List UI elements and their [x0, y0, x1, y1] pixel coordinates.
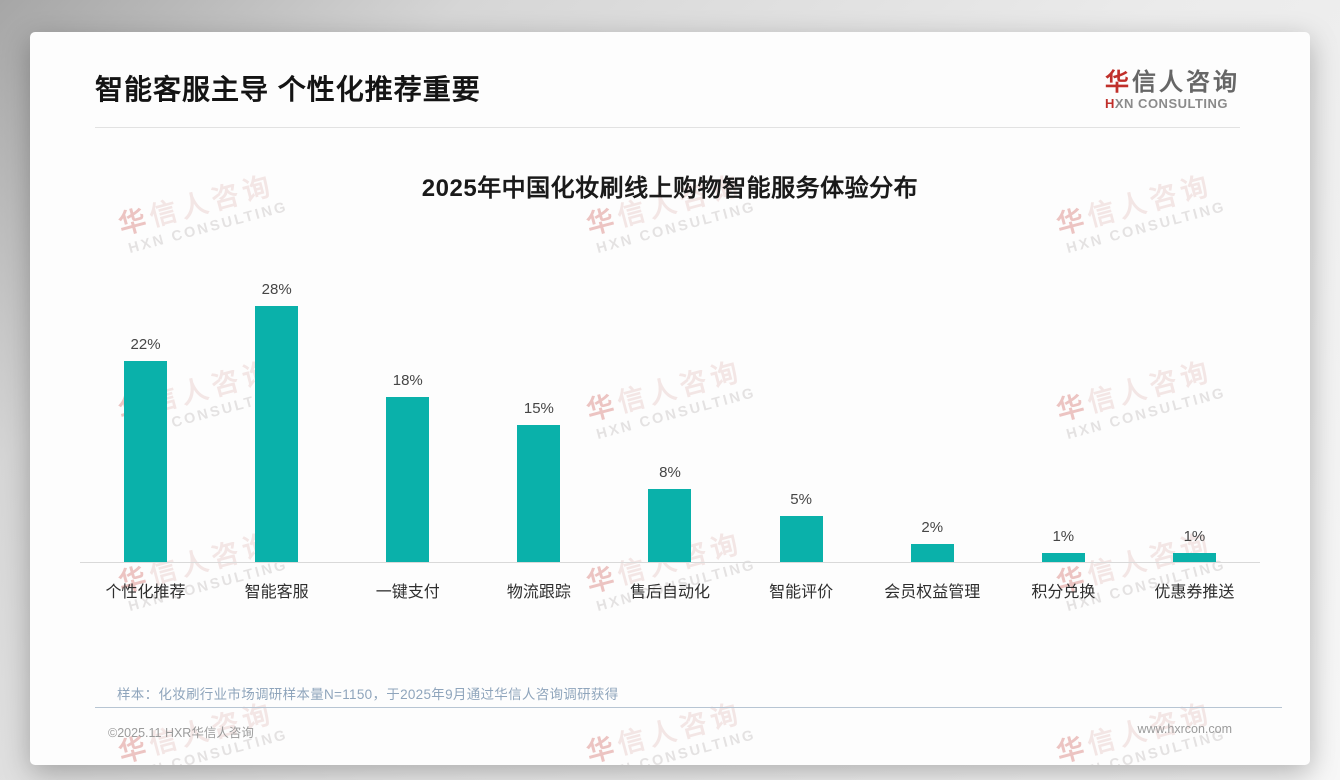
bar-category-label: 一键支付: [375, 583, 440, 601]
bar-value-label: 1%: [1183, 527, 1206, 545]
bar-column: 2%: [867, 519, 998, 562]
copyright-text: ©2025.11 HXR华信人咨询: [108, 726, 254, 740]
bar-value-label: 1%: [1052, 527, 1075, 545]
bar: [517, 424, 561, 562]
bar-category-label: 售后自动化: [629, 583, 710, 601]
bar-category-label: 智能评价: [769, 583, 834, 601]
bar-column: 28%: [211, 281, 342, 562]
bar-column: 5%: [736, 491, 867, 562]
page-title: 智能客服主导 个性化推荐重要: [95, 74, 481, 105]
company-logo: 华信人咨询 HXN CONSULTING: [1105, 68, 1240, 112]
header: 智能客服主导 个性化推荐重要 华信人咨询 HXN CONSULTING: [30, 32, 1310, 112]
bar-category-label: 会员权益管理: [884, 583, 981, 601]
bar-column: 1%: [998, 528, 1129, 562]
bar-category-label: 物流跟踪: [506, 583, 571, 601]
logo-en-accent-char: H: [1105, 96, 1115, 112]
bar-value-label: 2%: [921, 518, 944, 536]
bar: [648, 488, 692, 562]
bar-category-label: 积分兑换: [1031, 583, 1096, 601]
logo-en-text: XN CONSULTING: [1114, 96, 1229, 112]
bar: [1172, 552, 1216, 562]
bar: [386, 396, 430, 562]
website-url: www.hxrcon.com: [1137, 722, 1232, 736]
bar-value-label: 28%: [261, 280, 292, 298]
bar-value-label: 8%: [659, 463, 681, 481]
chart-category-labels: 个性化推荐 智能客服 一键支付 物流跟踪 售后自动化 智能评价 会员权益管理 积分兑换 优惠券推…: [80, 563, 1260, 602]
logo-english-name: HXN CONSULTING: [1105, 97, 1240, 111]
logo-cn-text: 信人咨询: [1132, 69, 1240, 96]
bar-column: 15%: [473, 400, 604, 562]
bar-column: 18%: [342, 372, 473, 562]
bar: [124, 360, 168, 562]
logo-accent-char: 华: [1105, 69, 1132, 96]
chart-section: 2025年中国化妆刷线上购物智能服务体验分布 22% 28% 18% 15% 8% 5% 2…: [30, 168, 1310, 602]
note-divider: [95, 707, 1282, 708]
logo-chinese-name: 华信人咨询: [1105, 69, 1240, 96]
bar: [255, 305, 299, 562]
bar-category-label: 优惠券推送: [1154, 583, 1235, 601]
bar-category-label: 个性化推荐: [105, 583, 186, 601]
bar-column: 1%: [1129, 528, 1260, 562]
header-divider: [95, 126, 1240, 128]
bar-column: 8%: [604, 464, 735, 562]
bar-value-label: 18%: [392, 371, 423, 389]
chart-title: 2025年中国化妆刷线上购物智能服务体验分布: [421, 174, 919, 202]
bar: [1041, 552, 1085, 562]
bar-column: 22%: [80, 336, 211, 562]
bar-category-label: 智能客服: [244, 583, 309, 601]
bar-value-label: 5%: [790, 490, 812, 508]
bar: [910, 543, 954, 562]
bar-value-label: 22%: [130, 335, 161, 353]
sample-note: 样本：化妆刷行业市场调研样本量N=1150，于2025年9月通过华信人咨询调研获…: [117, 687, 619, 702]
footer: ©2025.11 HXR华信人咨询 www.hxrcon.com: [108, 722, 1232, 741]
bar: [779, 515, 823, 562]
report-card: 华信人咨询 HXN CONSULTING 华信人咨询 HXN CONSULTING 华信…: [30, 32, 1310, 765]
chart-plot: 22% 28% 18% 15% 8% 5% 2% 1% 1%: [80, 273, 1260, 563]
bar-value-label: 15%: [523, 399, 554, 417]
